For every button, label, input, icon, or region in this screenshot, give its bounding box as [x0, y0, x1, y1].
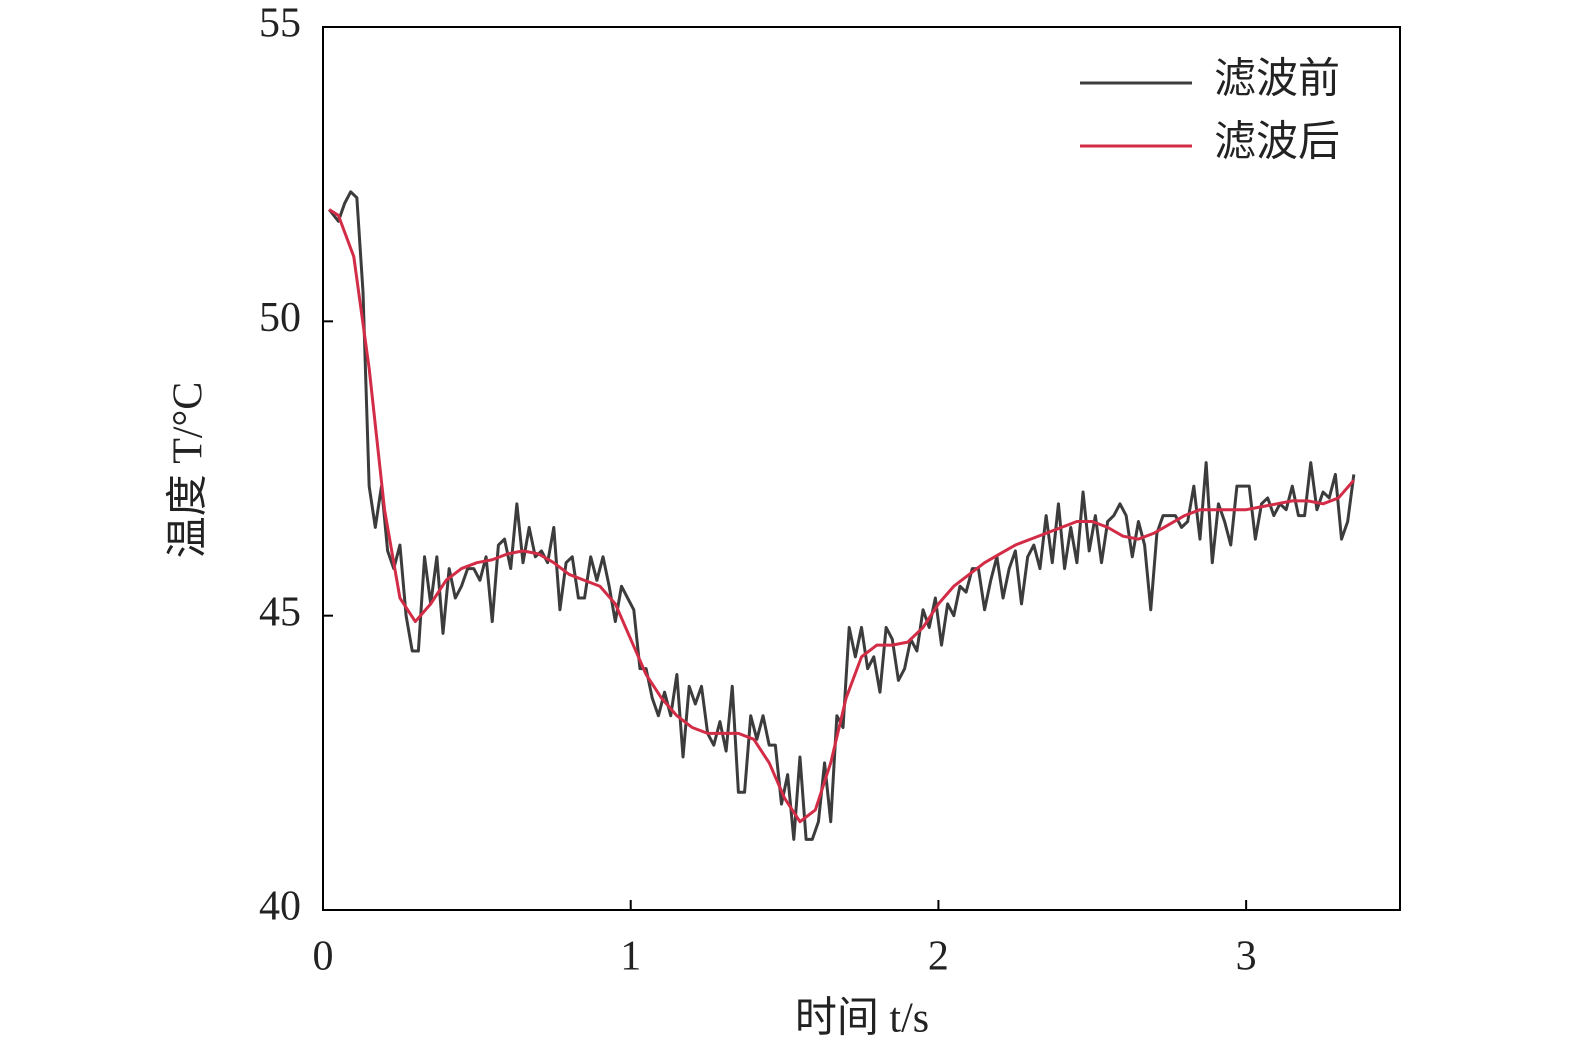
x-tick-label: 3 [1236, 934, 1257, 980]
x-tick-label: 1 [620, 934, 641, 980]
legend-label: 滤波前 [1214, 57, 1340, 103]
plot-frame [322, 26, 1401, 911]
y-axis-label: 温度 T/°C [166, 382, 212, 559]
y-tick-label: 45 [259, 589, 301, 635]
x-tick-label: 0 [313, 934, 334, 980]
x-tick-label: 2 [928, 934, 949, 980]
y-tick-label: 55 [259, 1, 301, 47]
series-line [327, 190, 1356, 841]
x-axis-label: 时间 t/s [795, 996, 929, 1042]
y-tick-label: 50 [259, 295, 301, 341]
series-line [328, 208, 1355, 824]
legend-label: 滤波后 [1214, 120, 1340, 166]
y-tick-label: 40 [259, 884, 301, 930]
